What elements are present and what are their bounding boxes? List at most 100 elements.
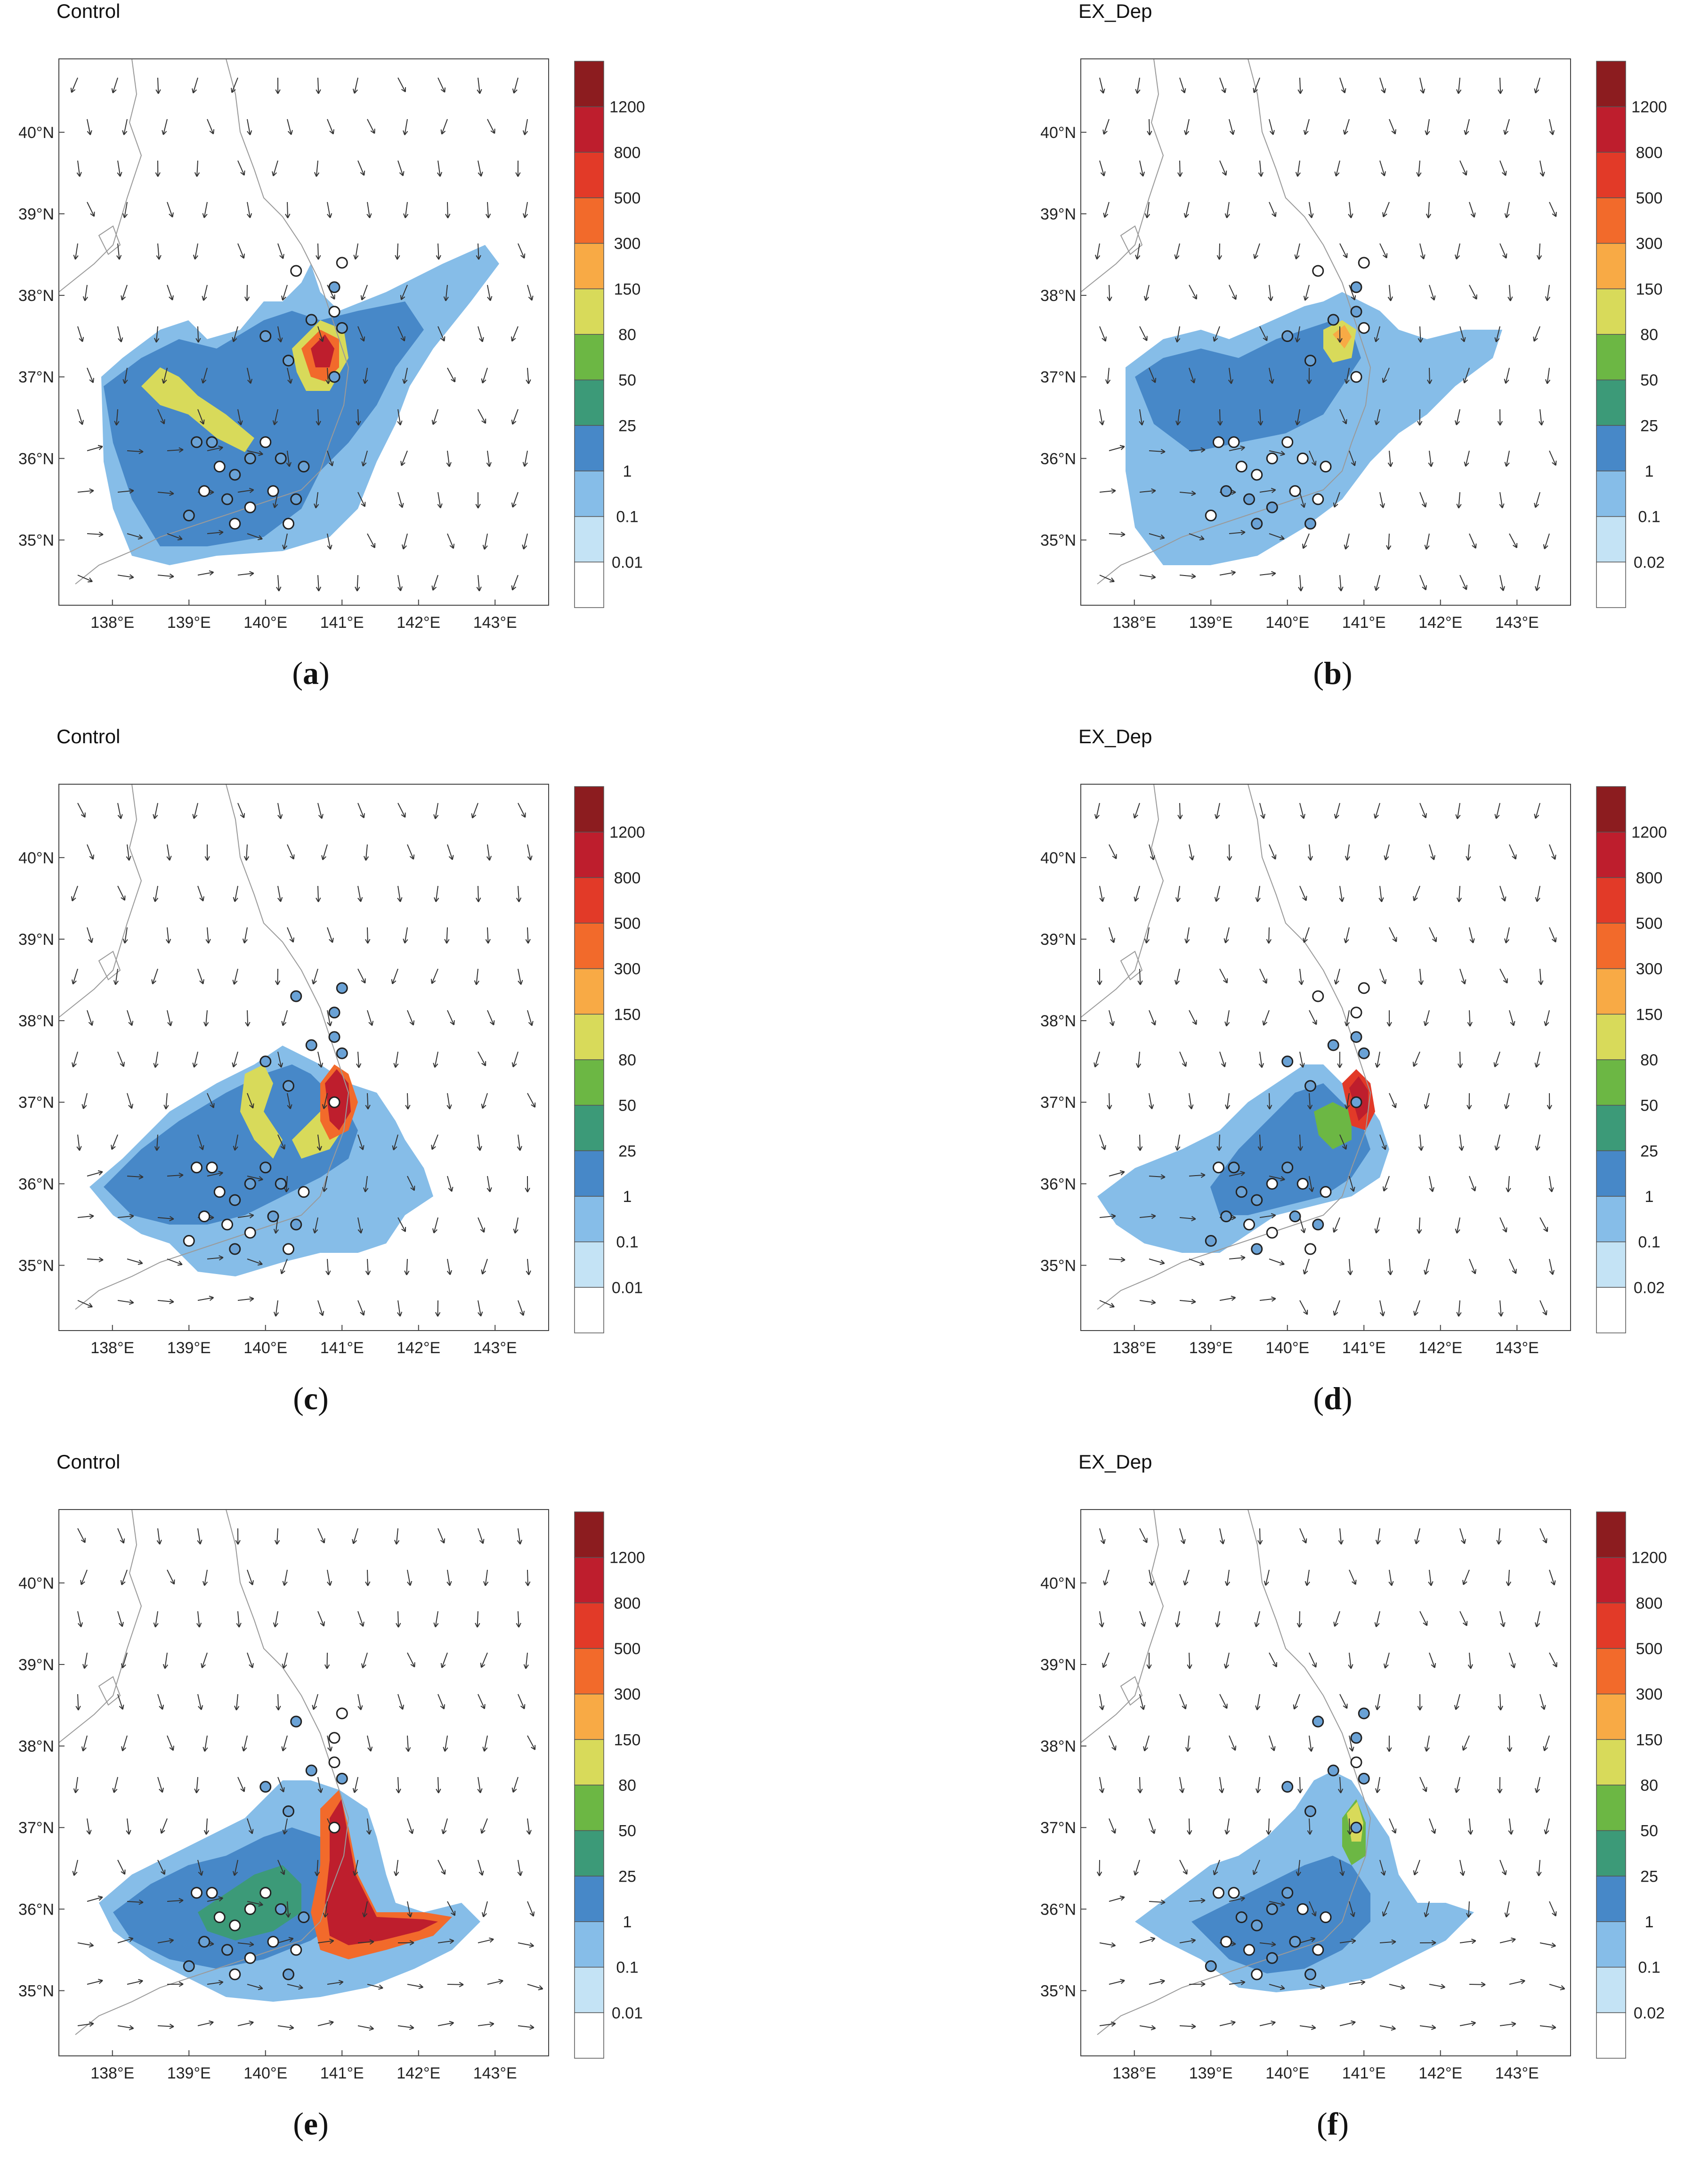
- station-marker: [213, 1911, 226, 1924]
- coastline: [1081, 1510, 1371, 2035]
- colorbar-label: 0.1: [1638, 508, 1660, 526]
- station-marker: [298, 1186, 310, 1198]
- station-marker: [183, 1960, 195, 1973]
- panel-d: EX_Dep 138°E 139°E 140°E 141°E 142°E 143°E 35°N…: [1041, 725, 1693, 1422]
- y-tick-label: 38°N: [1041, 1012, 1076, 1030]
- colorbar: 1200 800 500 300 150 80 50 25 1 0.1 0.01: [574, 786, 645, 1333]
- station-marker: [1304, 1243, 1316, 1255]
- station-marker: [1350, 1007, 1362, 1019]
- coastline: [1081, 59, 1371, 585]
- station-marker: [1235, 1911, 1247, 1924]
- map-plot: 138°E 139°E 140°E 141°E 142°E 143°E 35°N 36°N 37…: [19, 1509, 645, 2082]
- x-tick-label: 141°E: [320, 2064, 364, 2082]
- panel-title: Control: [57, 1451, 121, 1473]
- x-tick-label: 139°E: [1189, 2064, 1233, 2082]
- station-marker: [229, 1194, 241, 1206]
- colorbar-label: 0.02: [1634, 553, 1665, 571]
- station-marker: [229, 469, 241, 481]
- station-marker: [336, 1772, 348, 1785]
- station-marker: [275, 452, 287, 464]
- x-tick-label: 142°E: [397, 2064, 440, 2082]
- station-marker: [1350, 1821, 1362, 1834]
- concentration-contours: [89, 1046, 433, 1276]
- x-tick-label: 140°E: [243, 1339, 287, 1357]
- station-marker: [275, 1903, 287, 1915]
- x-tick-label: 140°E: [1265, 2064, 1309, 2082]
- colorbar-label: 300: [614, 235, 641, 253]
- station-marker: [290, 1218, 302, 1231]
- concentration-contours: [1126, 292, 1502, 565]
- station-marker: [1243, 1218, 1255, 1231]
- wind-vectors: [70, 77, 534, 592]
- station-marker: [206, 436, 218, 448]
- y-tick-label: 35°N: [19, 1982, 54, 2000]
- colorbar-label: 300: [1636, 960, 1663, 978]
- station-marker: [1266, 501, 1278, 513]
- colorbar-label: 300: [614, 1686, 641, 1704]
- station-marker: [328, 371, 340, 383]
- colorbar: 1200 800 500 300 150 80 50 25 1 0.1 0.02: [1596, 61, 1667, 608]
- colorbar-label: 500: [614, 1640, 641, 1658]
- colorbar-label: 150: [1636, 1731, 1663, 1749]
- colorbar: 1200 800 500 300 150 80 50 25 1 0.1 0.01: [574, 61, 645, 608]
- station-marker: [328, 306, 340, 318]
- station-marker: [1312, 493, 1324, 505]
- station-marker: [1358, 1047, 1370, 1059]
- monitoring-stations: [183, 1707, 348, 1981]
- y-tick-label: 38°N: [1041, 1737, 1076, 1755]
- y-tick-label: 39°N: [1041, 931, 1076, 949]
- colorbar-label: 25: [618, 1867, 636, 1885]
- colorbar-label: 80: [618, 326, 636, 344]
- colorbar-label: 25: [1640, 1142, 1658, 1160]
- station-marker: [1350, 371, 1362, 383]
- station-marker: [1205, 510, 1217, 522]
- map-plot: 138°E 139°E 140°E 141°E 142°E 143°E 35°N 36°N 37…: [1041, 1509, 1667, 2082]
- y-tick-label: 37°N: [1041, 1094, 1076, 1112]
- x-tick-label: 139°E: [167, 614, 211, 632]
- colorbar: 1200 800 500 300 150 80 50 25 1 0.1 0.02: [1596, 786, 1667, 1333]
- y-tick-label: 39°N: [19, 1656, 54, 1674]
- station-marker: [1358, 1772, 1370, 1785]
- x-tick-label: 141°E: [1342, 1339, 1386, 1357]
- coastline: [59, 784, 349, 1310]
- station-marker: [1304, 1805, 1316, 1818]
- coastline: [59, 1510, 349, 2035]
- y-tick-label: 39°N: [19, 205, 54, 223]
- station-marker: [1312, 265, 1324, 277]
- x-tick-label: 141°E: [320, 614, 364, 632]
- map-plot: 138°E 139°E 140°E 141°E 142°E 143°E 35°N 36°N 37…: [19, 784, 645, 1357]
- station-marker: [305, 1764, 317, 1777]
- station-marker: [1350, 281, 1362, 293]
- station-marker: [259, 330, 272, 342]
- monitoring-stations: [183, 982, 348, 1255]
- station-marker: [1296, 1177, 1309, 1190]
- station-marker: [328, 1096, 340, 1108]
- station-marker: [1251, 469, 1263, 481]
- x-tick-label: 142°E: [397, 1339, 440, 1357]
- x-tick-label: 142°E: [1418, 1339, 1462, 1357]
- station-marker: [1350, 1732, 1362, 1744]
- y-tick-label: 35°N: [19, 1257, 54, 1275]
- station-marker: [283, 518, 294, 530]
- wind-vectors: [1094, 803, 1557, 1317]
- station-marker: [1220, 1936, 1232, 1948]
- station-marker: [206, 1887, 218, 1899]
- colorbar-label: 50: [1640, 1097, 1658, 1115]
- station-marker: [1358, 257, 1370, 269]
- y-tick-label: 37°N: [19, 1819, 54, 1837]
- station-marker: [1350, 1756, 1362, 1769]
- y-tick-label: 38°N: [1041, 287, 1076, 305]
- x-tick-label: 143°E: [1495, 614, 1539, 632]
- plot-frame: [58, 1509, 549, 2056]
- wind-vectors: [1096, 1528, 1565, 2031]
- x-tick-label: 139°E: [167, 2064, 211, 2082]
- colorbar-label: 25: [1640, 1867, 1658, 1885]
- station-marker: [1251, 1243, 1263, 1255]
- x-tick-label: 138°E: [1112, 1339, 1156, 1357]
- x-tick-label: 141°E: [1342, 2064, 1386, 2082]
- station-marker: [1289, 1936, 1301, 1948]
- colorbar-label: 1: [623, 1188, 632, 1206]
- station-marker: [290, 1944, 302, 1956]
- colorbar-label: 1: [1645, 1913, 1654, 1931]
- y-tick-label: 36°N: [1041, 1900, 1076, 1918]
